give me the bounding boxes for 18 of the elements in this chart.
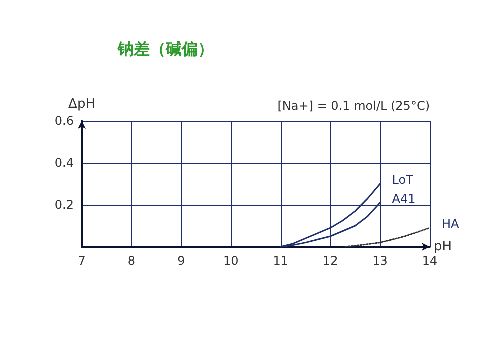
x-tick-label: 14 [422, 254, 438, 268]
x-tick-label: 13 [372, 254, 388, 268]
text: [Na+] = 0.1 mol/L (25°C) [278, 99, 430, 113]
y-tick-label: 0.6 [54, 114, 74, 128]
x-tick-label: 8 [128, 254, 136, 268]
x-tick-label: 9 [178, 254, 186, 268]
y-tick-label: 0.4 [54, 156, 74, 170]
y-axis-title: ΔpH [68, 97, 96, 112]
series-label: HA [442, 217, 460, 232]
y-tick-label: 0.2 [54, 198, 74, 212]
x-tick-label: 7 [78, 254, 86, 268]
x-tick-label: 12 [322, 254, 338, 268]
series-label: LoT [392, 173, 414, 187]
chart-title: 钠差（碱偏） [117, 40, 214, 58]
x-tick-label: 11 [273, 254, 288, 268]
x-tick-label: 10 [224, 254, 239, 268]
x-axis-title: pH [434, 240, 452, 254]
series-label: A41 [392, 192, 416, 206]
